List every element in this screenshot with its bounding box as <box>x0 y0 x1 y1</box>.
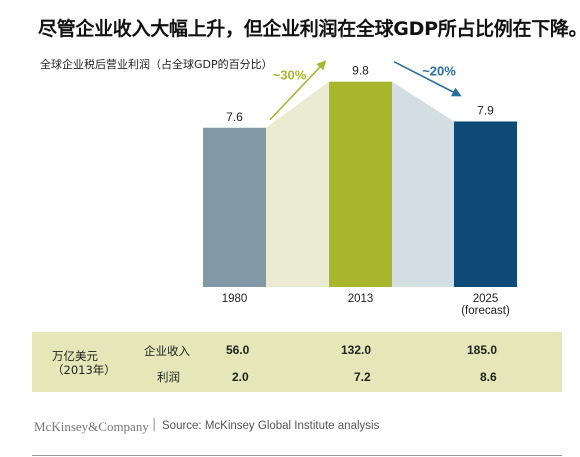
change-arrow-1 <box>393 60 462 97</box>
mckinsey-logo: McKinsey&Company <box>34 419 149 434</box>
bar-value-label-1: 9.8 <box>352 64 369 78</box>
table-unit-line2: （2013年） <box>52 363 116 377</box>
bar-value-label-2: 7.9 <box>477 103 494 117</box>
table-cell-revenue-2013: 132.0 <box>341 343 372 357</box>
change-annotation-1: ~20% <box>422 64 456 79</box>
chart-subtitle: 全球企业税后营业利润（占全球GDP的百分比） <box>40 58 273 71</box>
footer-divider <box>32 455 562 456</box>
bar-chart: 7.6 9.8 7.9 ~30% ~20% 1980 2013 2025(forecast… <box>203 60 517 317</box>
data-table-band <box>32 332 562 392</box>
table-cell-profit-2013: 7.2 <box>354 370 371 384</box>
bar-0 <box>203 127 266 287</box>
change-annotation-0: ~30% <box>273 68 307 83</box>
bar-2 <box>454 121 517 287</box>
bar-1 <box>329 81 392 288</box>
category-label-2-0: 2025 <box>473 293 499 305</box>
connector-band <box>266 81 329 288</box>
source-note: Source: McKinsey Global Institute analys… <box>162 420 380 432</box>
category-label-0-0: 1980 <box>222 293 248 305</box>
table-row-label-profit: 利润 <box>157 370 180 384</box>
page-title: 尽管企业收入大幅上升，但企业利润在全球GDP所占比例在下降。 <box>38 18 580 40</box>
footer-separator: | <box>152 417 157 432</box>
category-label-1-0: 2013 <box>348 293 374 305</box>
table-cell-profit-2025: 8.6 <box>480 370 497 384</box>
table-row-label-revenue: 企业收入 <box>144 344 190 358</box>
table-cell-profit-1980: 2.0 <box>232 370 249 384</box>
change-arrow-0 <box>269 60 327 121</box>
category-label-2-1: (forecast) <box>461 305 510 317</box>
bar-value-label-0: 7.6 <box>226 110 243 124</box>
table-unit-line1: 万亿美元 <box>52 349 98 363</box>
connector-band <box>392 81 454 288</box>
table-cell-revenue-2025: 185.0 <box>467 343 498 357</box>
table-cell-revenue-1980: 56.0 <box>226 343 250 357</box>
